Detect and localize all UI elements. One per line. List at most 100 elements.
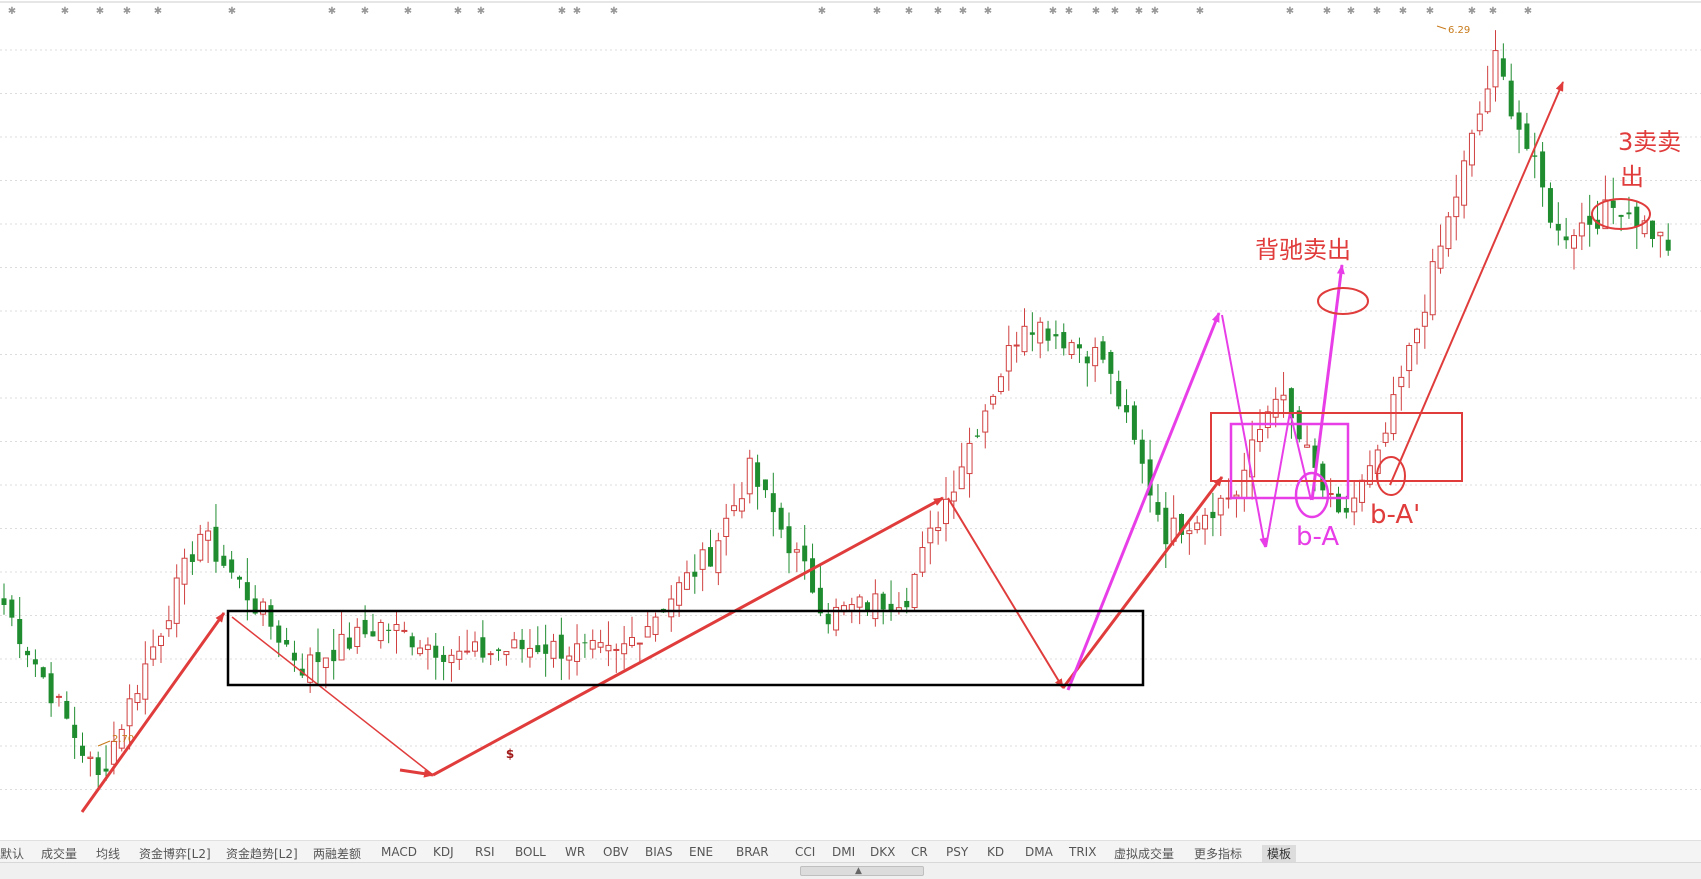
candle-body-up — [55, 695, 62, 698]
tab-9[interactable]: BOLL — [515, 845, 546, 859]
tab-24[interactable]: 更多指标 — [1194, 847, 1243, 861]
candle-body-down — [72, 724, 78, 738]
candle-body-down — [496, 649, 502, 652]
candle-body-down — [974, 435, 980, 437]
candle-body-up — [676, 582, 683, 606]
kline-chart[interactable]: ✱ ✱ ✱ ✱ ✱ ✱ ✱ ✱ ✱ ✱ ✱ ✱ ✱ ✱ ✱ ✱ ✱ ✱ ✱ ✱ ✱ ✱ ✱ ✱ ✱ ✱ ✱ ✱ ✱ ✱ ✱ ✱ ✱ ✱ ✱ ✱ 2.70… — [0, 0, 1701, 840]
tab-6[interactable]: MACD — [381, 845, 417, 859]
candle-body-down — [1124, 405, 1130, 413]
event-star-icon: ✱ — [1323, 6, 1331, 17]
tab-11[interactable]: OBV — [603, 845, 629, 859]
candle-body-up — [1304, 444, 1311, 448]
scroll-handle[interactable] — [800, 866, 924, 876]
event-star-icon: ✱ — [934, 6, 942, 17]
candle-body-up — [1037, 321, 1044, 344]
candle-body-up — [205, 530, 212, 541]
candle-body-down — [1155, 502, 1161, 515]
candle-body-up — [833, 606, 840, 631]
tab-23[interactable]: 虚拟成交量 — [1114, 847, 1175, 861]
tab-20[interactable]: KD — [987, 845, 1005, 859]
candle-body-up — [260, 601, 267, 615]
candle-body-down — [817, 587, 823, 614]
tab-19[interactable]: PSY — [946, 845, 969, 859]
candle-body-down — [1116, 380, 1122, 407]
trend-arrow-down — [947, 497, 1064, 689]
candle-body-down — [1618, 214, 1624, 217]
candle-body-up — [142, 663, 149, 700]
candle-body-up — [1217, 497, 1224, 516]
candle-body-up — [950, 491, 957, 502]
tab-21[interactable]: DMA — [1025, 845, 1053, 859]
candle-body-up — [1194, 522, 1201, 531]
tab-14[interactable]: BRAR — [736, 845, 769, 859]
tab-17[interactable]: DKX — [870, 845, 896, 859]
trend-arrow-down — [399, 768, 434, 778]
tab-5[interactable]: 两融差额 — [313, 847, 362, 861]
candle-body-down — [362, 619, 368, 635]
scroll-grip-icon[interactable]: ▲ — [855, 866, 862, 876]
tab-1[interactable]: 成交量 — [41, 847, 78, 861]
tab-3[interactable]: 资金博弈[L2] — [139, 847, 211, 861]
tab-15[interactable]: CCI — [795, 845, 816, 859]
candle-body-up — [1005, 345, 1012, 372]
candle-body-down — [762, 479, 768, 491]
event-star-icon: ✱ — [404, 6, 412, 17]
candle-body-up — [1406, 345, 1413, 372]
candle-body-down — [48, 673, 54, 704]
tab-7[interactable]: KDJ — [433, 845, 454, 859]
tab-16[interactable]: DMI — [832, 845, 856, 859]
candle-body-down — [32, 659, 38, 665]
candle-body-down — [582, 642, 588, 644]
candle-body-down — [1084, 356, 1090, 364]
event-star-icon: ✱ — [8, 6, 16, 17]
candle-body-up — [1453, 196, 1460, 218]
sell-point-ellipse — [1317, 287, 1369, 315]
candle-body-up — [1571, 235, 1577, 249]
candle-body-up — [1366, 465, 1373, 485]
candle-body-up — [401, 629, 408, 632]
candle-body-up — [307, 654, 314, 683]
candle-body-up — [919, 547, 926, 573]
candle-body-up — [1280, 394, 1287, 401]
candle-body-down — [17, 619, 23, 645]
candle-body-down — [80, 745, 85, 756]
tab-25[interactable]: 模板 — [1262, 845, 1297, 862]
tab-0[interactable]: 默认 — [0, 847, 25, 861]
candle-body-up — [652, 616, 659, 635]
tab-13[interactable]: ENE — [689, 845, 714, 859]
candle-body-up — [1414, 328, 1420, 344]
trend-line-down — [231, 616, 434, 776]
candle-body-down — [284, 640, 290, 645]
tab-12[interactable]: BIAS — [645, 845, 673, 859]
bA-label: b-A — [1296, 522, 1339, 552]
event-star-icon: ✱ — [818, 6, 826, 17]
candle-body-up — [1398, 376, 1405, 388]
high-price-label: 6.29 — [1448, 25, 1470, 36]
event-star-icon: ✱ — [1151, 6, 1159, 17]
candle-body-down — [1061, 332, 1067, 349]
candle-body-up — [958, 466, 965, 490]
candle-body-down — [1131, 405, 1137, 440]
tab-22[interactable]: TRIX — [1069, 845, 1097, 859]
kline-chart-svg[interactable]: ✱ ✱ ✱ ✱ ✱ ✱ ✱ ✱ ✱ ✱ ✱ ✱ ✱ ✱ ✱ ✱ ✱ ✱ ✱ ✱ ✱ ✱ ✱ ✱ ✱ ✱ ✱ ✱ ✱ ✱ ✱ ✱ ✱ ✱ ✱ ✱ 2.70… — [0, 0, 1701, 840]
tab-4[interactable]: 资金趋势[L2] — [226, 847, 298, 861]
candle-body-up — [338, 633, 345, 661]
candle-body-up — [173, 577, 180, 624]
tab-18[interactable]: CR — [911, 845, 928, 859]
candle-body-up — [793, 549, 800, 553]
candle-body-up — [644, 626, 651, 638]
tab-2[interactable]: 均线 — [96, 847, 121, 861]
candle-body-down — [755, 462, 761, 487]
candle-body-down — [1634, 206, 1640, 227]
candle-body-up — [589, 639, 596, 650]
scroll-strip[interactable] — [0, 862, 1701, 879]
magenta-line — [1265, 411, 1291, 548]
event-star-icon: ✱ — [328, 6, 336, 17]
candle-body-up — [150, 646, 157, 660]
tab-10[interactable]: WR — [565, 845, 586, 859]
candle-body-down — [1343, 507, 1349, 513]
candle-body-up — [393, 624, 400, 631]
event-star-icon: ✱ — [1049, 6, 1057, 17]
candle-body-down — [95, 757, 101, 776]
tab-8[interactable]: RSI — [475, 845, 495, 859]
